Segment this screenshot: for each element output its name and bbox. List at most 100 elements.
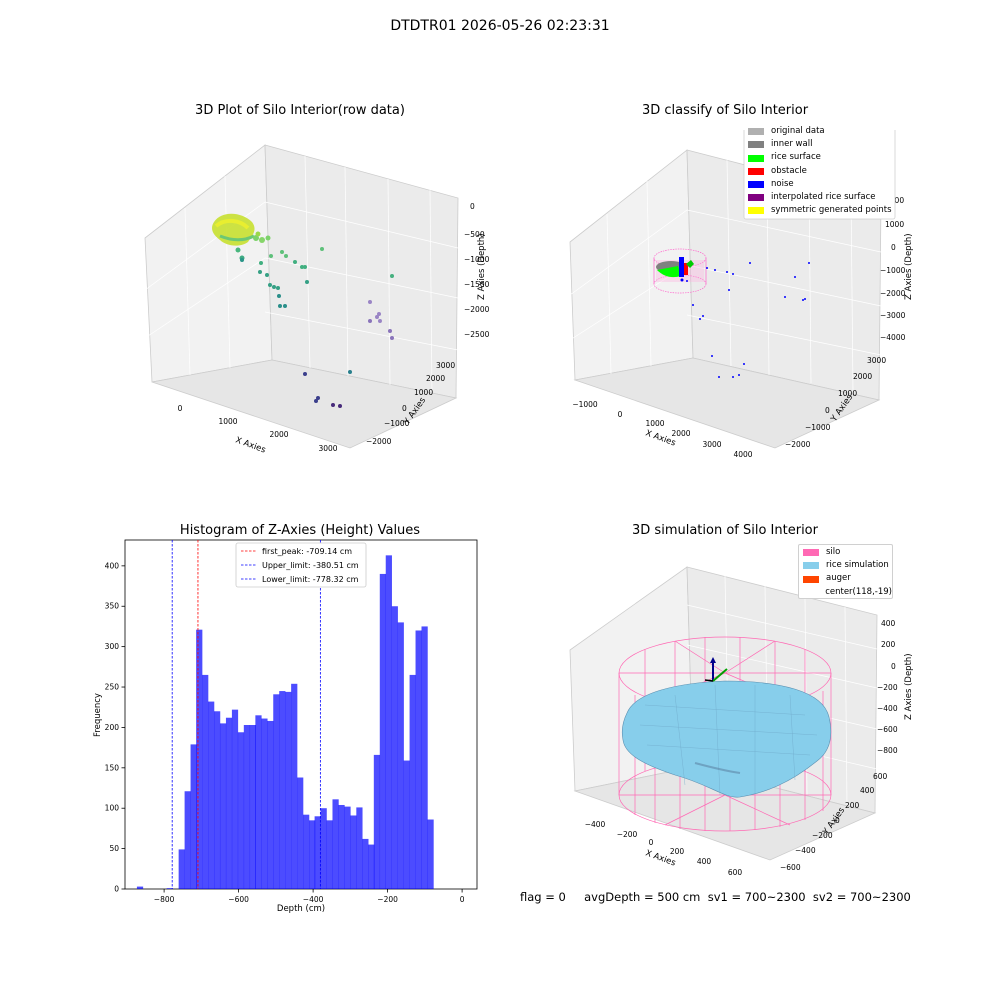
histogram-ytick-label: 100	[105, 804, 120, 813]
classify-xtick: 2000	[671, 429, 690, 438]
histogram-bar	[178, 849, 185, 889]
simulation-ztick: −600	[877, 725, 898, 734]
legend-item: obstacle	[748, 165, 892, 178]
simulation-ytick: 400	[860, 786, 875, 795]
raw-ztick: −2000	[464, 305, 490, 314]
raw-axis-ticks: 0 1000 2000 3000 3000 2000 1000 0 −1000 …	[178, 202, 490, 453]
simulation-ytick: 0	[835, 816, 840, 825]
histogram-bar	[409, 674, 416, 889]
legend-swatch	[748, 167, 764, 175]
histogram-bar	[136, 886, 144, 889]
legend-item: auger	[803, 572, 892, 585]
histogram-bar	[249, 725, 256, 889]
legend-item: interpolated rice surface	[748, 191, 892, 204]
classify-axis-ticks: −1000 0 1000 2000 3000 4000 3000 2000 10…	[572, 196, 905, 459]
histogram-bar	[166, 888, 173, 889]
histogram-ytick-label: 250	[105, 683, 120, 692]
histogram-bar	[356, 807, 363, 889]
classify-xtick: 0	[618, 410, 623, 419]
classify-ytick: −2000	[785, 440, 811, 449]
classify-ytick: −1000	[805, 423, 831, 432]
legend-item: original data	[748, 125, 892, 138]
simulation-xtick: −400	[585, 820, 606, 829]
simulation-ztick: −200	[877, 683, 898, 692]
simulation-ytick: −400	[795, 846, 816, 855]
simulation-plot-title: 3D simulation of Silo Interior	[632, 523, 818, 538]
histogram-bar	[285, 691, 292, 889]
raw-ytick: −2000	[366, 437, 392, 446]
simulation-xtick: −200	[617, 830, 638, 839]
legend-label: silo	[826, 547, 841, 557]
simulation-ztick: −800	[877, 746, 898, 755]
raw-ytick: −1000	[384, 419, 410, 428]
raw-ztick: −2500	[464, 330, 490, 339]
histogram-bar	[279, 691, 286, 889]
legend-swatch	[748, 128, 764, 136]
raw-zlabel: Z Axies (Depth)	[477, 233, 487, 300]
legend-label: auger	[826, 573, 851, 584]
histogram-bar	[314, 816, 321, 889]
histogram-bar	[403, 760, 410, 889]
histogram-bar	[344, 806, 351, 889]
histogram-bar	[379, 573, 386, 889]
histogram-bar	[332, 799, 339, 889]
histogram-bar	[297, 777, 304, 889]
histogram-bar	[255, 715, 262, 889]
histogram-bar	[421, 626, 428, 889]
classify-plot-title: 3D classify of Silo Interior	[641, 103, 809, 118]
simulation-xtick: 200	[670, 847, 685, 856]
histogram-chart: −800 −600 −400 −200 0 0 50 100 150 200 250 300 350 4…	[93, 539, 478, 914]
classify-ytick: 0	[825, 406, 830, 415]
histogram-bar	[214, 711, 221, 889]
classify-legend	[743, 130, 896, 220]
histogram-bar	[350, 815, 357, 889]
classify-xtick: 3000	[702, 440, 721, 449]
simulation-ytick: −200	[812, 831, 833, 840]
classify-zlabel: Z Axies (Depth)	[904, 233, 914, 300]
raw-xtick: 2000	[269, 430, 288, 439]
legend-swatch-empty	[803, 589, 818, 596]
raw-plot-title: 3D Plot of Silo Interior(row data)	[195, 103, 405, 118]
histogram-bar	[190, 744, 197, 889]
classify-xtick: 1000	[645, 419, 664, 428]
legend-label: noise	[771, 178, 794, 189]
classify-ztick: 0	[891, 243, 896, 252]
histogram-bar	[309, 820, 316, 889]
raw-ytick: 2000	[426, 374, 445, 383]
histogram-legend: first_peak: -709.14 cm Upper_limit: -380…	[235, 542, 367, 588]
raw-ztick: −1500	[464, 280, 490, 289]
legend-swatch	[748, 194, 764, 202]
raw-ytick: 3000	[436, 361, 455, 370]
legend-item: rice simulation	[803, 559, 892, 572]
legend-label: rice simulation	[826, 560, 889, 571]
simulation-rice-surface	[621, 680, 832, 798]
raw-ytick: 1000	[414, 388, 433, 397]
legend-swatch	[748, 207, 764, 215]
raw-ztick: −500	[464, 230, 485, 239]
histogram-bar	[320, 808, 327, 889]
raw-xlabel: X Axies	[234, 435, 267, 455]
simulation-zlabel: Z Axies (Depth)	[904, 653, 914, 720]
legend-item: inner wall	[748, 138, 892, 151]
raw-xtick: 1000	[218, 417, 237, 426]
classify-ztick: −2000	[880, 289, 906, 298]
histogram-bar	[326, 820, 333, 889]
simulation-xtick: 600	[728, 868, 743, 877]
classify-ztick: 1000	[885, 220, 904, 229]
histogram-bar	[219, 723, 227, 889]
legend-item: silo	[803, 546, 892, 559]
legend-item: noise	[748, 178, 892, 191]
histogram-bar	[373, 754, 381, 889]
legend-label: obstacle	[771, 165, 807, 176]
classify-ztick: −4000	[880, 333, 906, 342]
simulation-auger	[704, 657, 728, 682]
histogram-bar	[273, 694, 280, 889]
legend-label: symmetric generated points	[771, 205, 892, 216]
histogram-xtick-label: −800	[154, 895, 175, 904]
histogram-ylabel: Frequency	[93, 693, 103, 737]
histogram-ytick-label: 200	[105, 723, 120, 732]
histogram-title: Histogram of Z-Axies (Height) Values	[179, 523, 421, 538]
simulation-ytick: 200	[845, 801, 860, 810]
histogram-bar	[303, 814, 310, 889]
classify-grid	[569, 159, 882, 393]
